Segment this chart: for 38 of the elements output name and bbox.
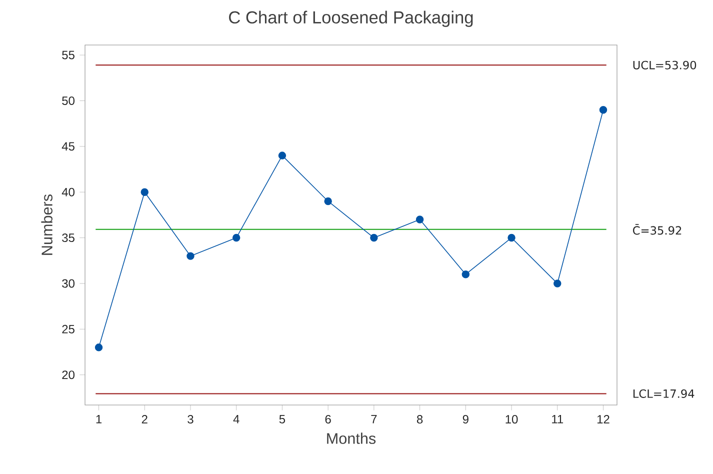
point bbox=[324, 197, 332, 206]
y-tick-label: 20 bbox=[62, 370, 74, 380]
point bbox=[186, 252, 194, 260]
y-tick-label: 50 bbox=[62, 96, 74, 105]
x-tick-label: 8 bbox=[416, 415, 423, 424]
y-tick-label: 30 bbox=[62, 279, 74, 288]
point bbox=[94, 344, 103, 352]
point bbox=[278, 152, 286, 160]
y-tick-label: 25 bbox=[62, 324, 74, 334]
point bbox=[599, 106, 608, 114]
point bbox=[140, 188, 148, 196]
y-axis-title: Numbers bbox=[41, 194, 52, 255]
x-tick-label: 11 bbox=[552, 415, 564, 424]
point bbox=[370, 234, 378, 242]
point bbox=[462, 270, 470, 278]
ref-line-label: LCL=17.94 bbox=[633, 389, 694, 398]
point bbox=[416, 216, 424, 224]
point bbox=[232, 234, 240, 242]
x-tick-label: 6 bbox=[325, 415, 331, 424]
x-tick-label: 3 bbox=[188, 415, 194, 424]
x-tick-label: 7 bbox=[371, 415, 377, 424]
x-tick-label: 5 bbox=[279, 415, 286, 424]
chart-title: C Chart of Loosened Packaging bbox=[229, 10, 473, 27]
y-tick-label: 45 bbox=[62, 142, 74, 151]
x-tick-label: 9 bbox=[462, 415, 468, 424]
ref-line-label: C̄=35.92 bbox=[633, 224, 682, 235]
x-tick-label: 12 bbox=[597, 415, 610, 424]
point bbox=[554, 280, 562, 288]
y-tick-label: 55 bbox=[62, 50, 74, 60]
y-tick-label: 35 bbox=[62, 234, 74, 242]
x-tick-label: 2 bbox=[142, 415, 148, 424]
x-tick-label: 10 bbox=[506, 415, 518, 424]
x-tick-label: 4 bbox=[233, 415, 240, 424]
y-tick-label: 40 bbox=[62, 188, 74, 196]
ref-line-label: UCL=53.90 bbox=[633, 60, 696, 70]
x-tick-label: 1 bbox=[96, 415, 102, 424]
x-axis-title: Months bbox=[327, 432, 376, 444]
point bbox=[508, 234, 516, 242]
